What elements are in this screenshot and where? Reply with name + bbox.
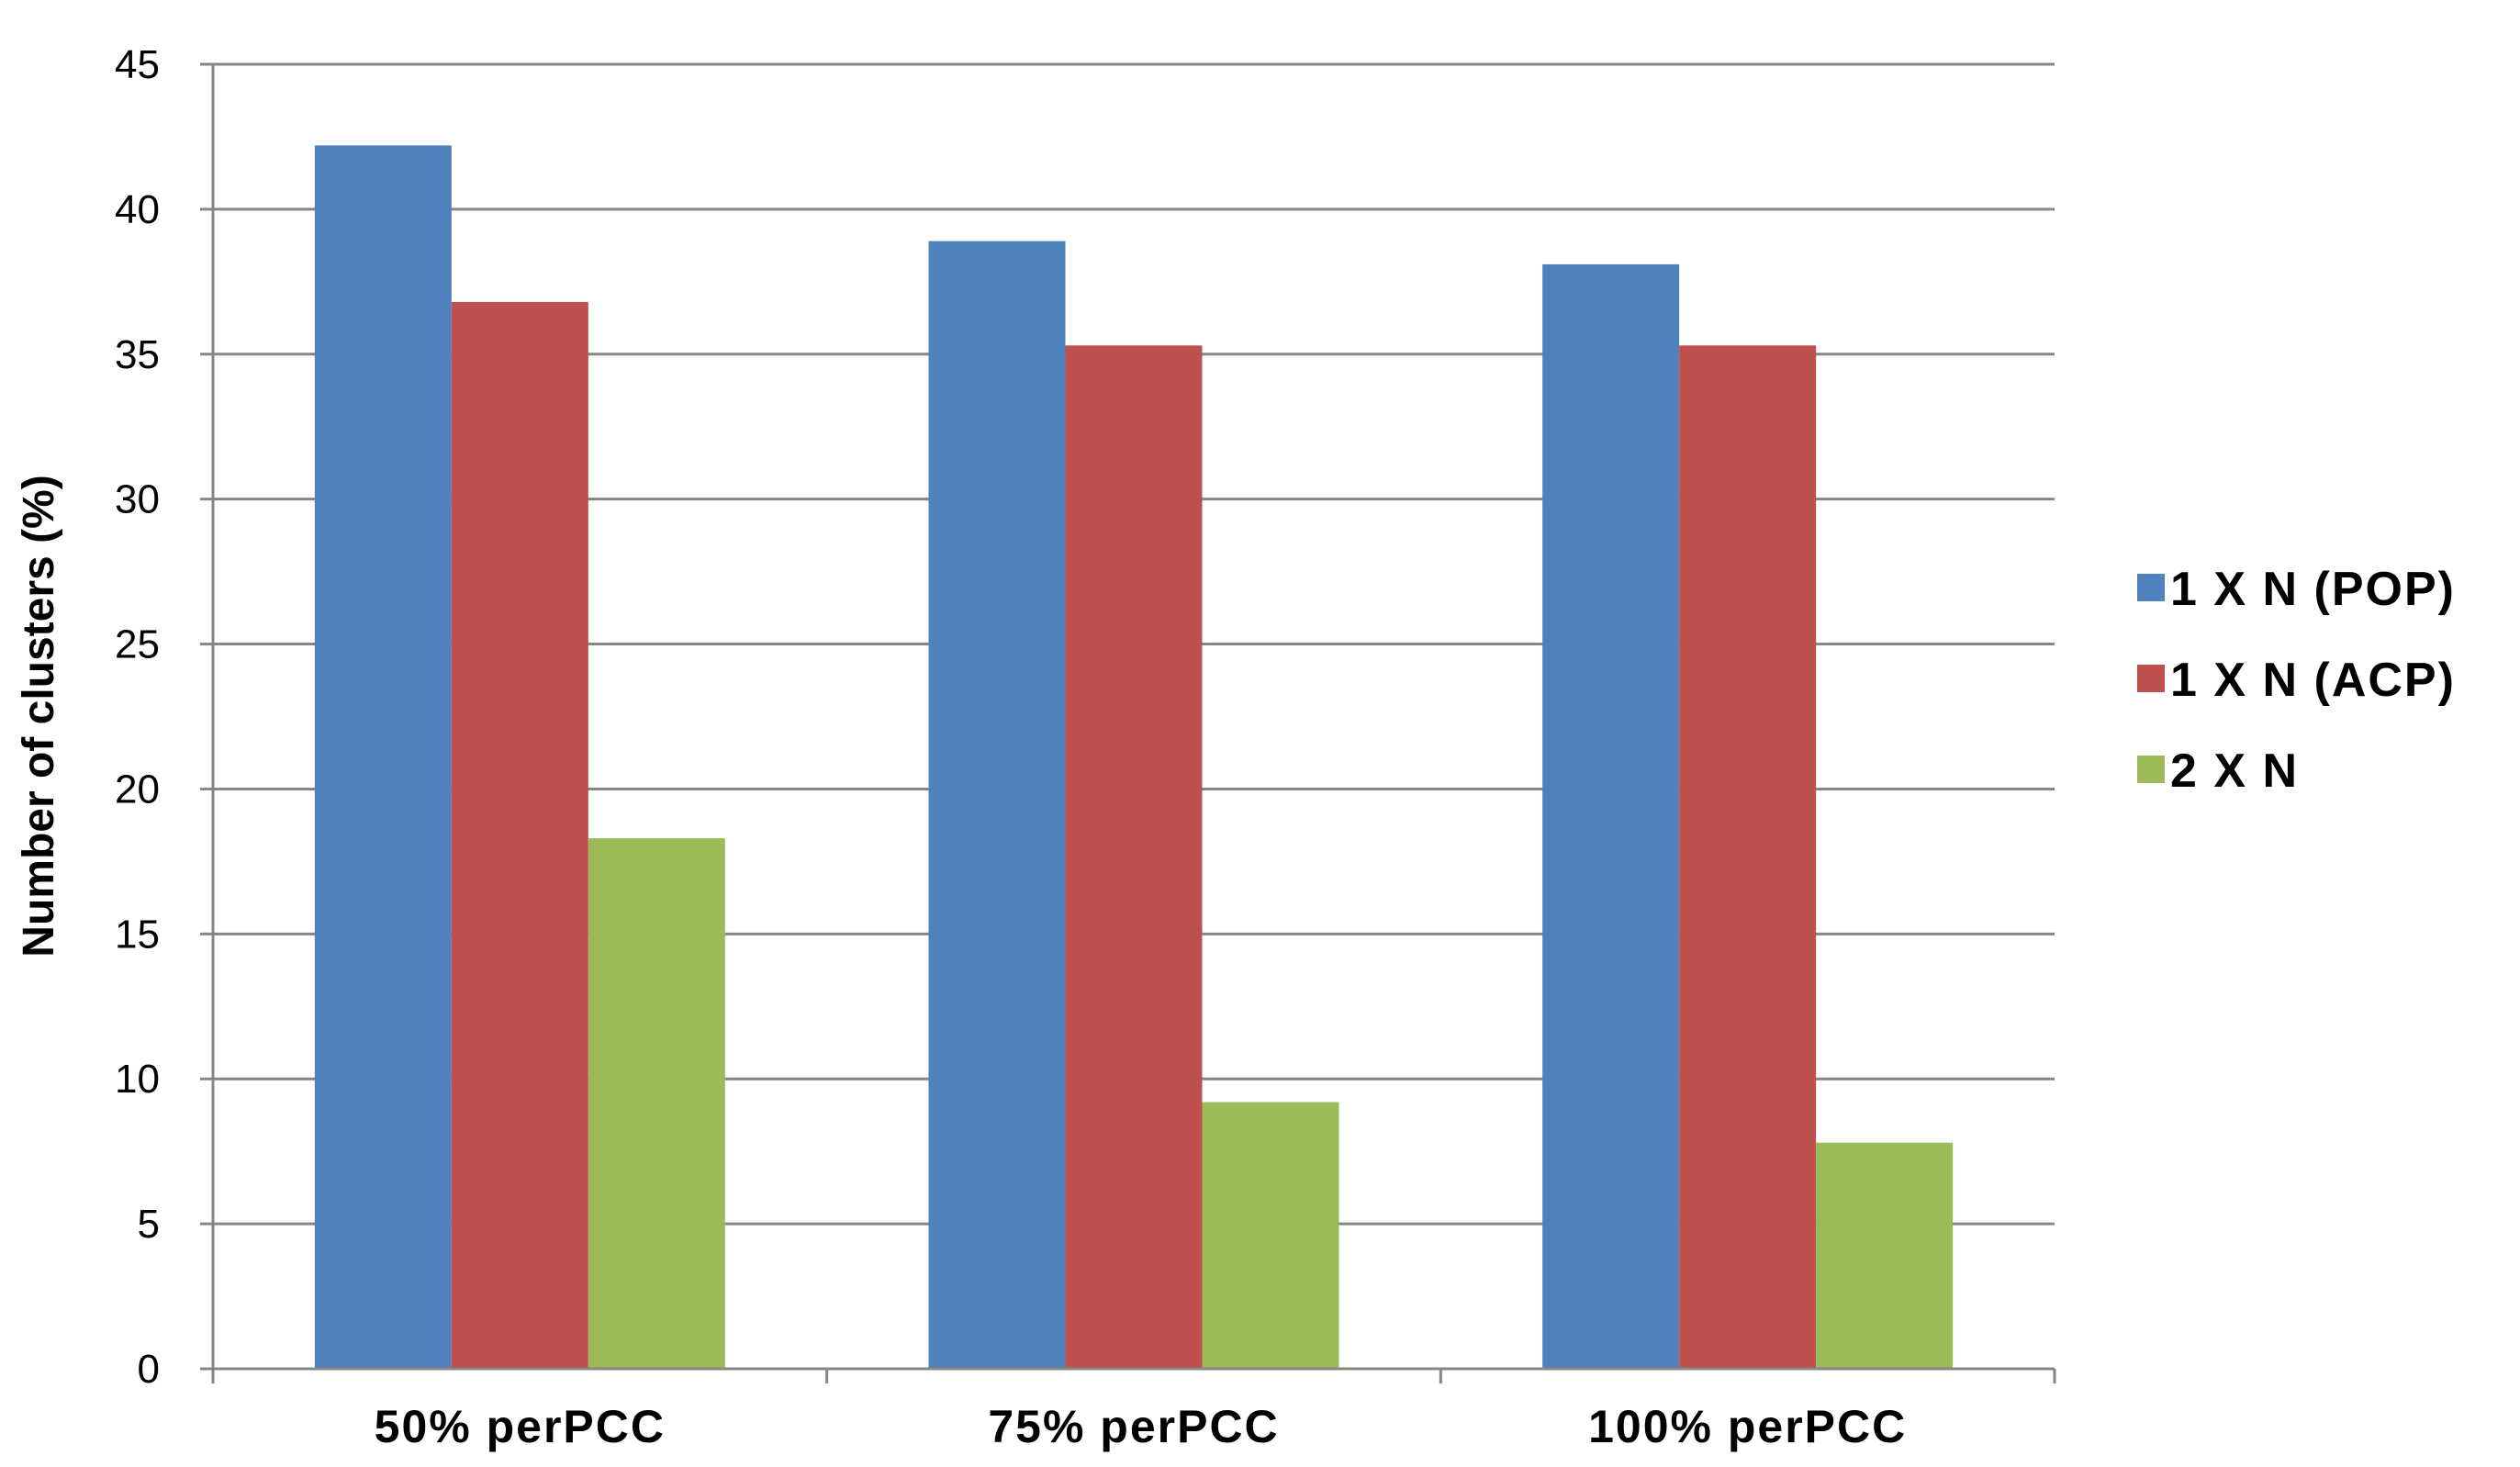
legend: 1 X N (POP) 1 X N (ACP) 2 X N [2137, 563, 2456, 798]
y-tick-label: 30 [115, 477, 160, 522]
y-tick-label: 20 [115, 767, 160, 812]
legend-label-2: 1 X N (ACP) [2170, 654, 2456, 707]
y-tick-label: 35 [115, 332, 160, 377]
y-axis-title: Number of clusters (%) [15, 475, 63, 957]
bar-2-3 [1679, 345, 1817, 1369]
bar-2-1 [451, 301, 588, 1370]
y-tick-label: 15 [115, 912, 160, 957]
bar-3-3 [1816, 1142, 1954, 1369]
bars [314, 145, 1954, 1370]
y-tick-label: 0 [138, 1347, 160, 1392]
y-tick-label: 10 [115, 1057, 160, 1102]
y-tick-label: 40 [115, 187, 160, 232]
legend-label-3: 2 X N [2170, 745, 2299, 798]
x-category-label: 75% perPCC [988, 1401, 1279, 1452]
legend-label-1: 1 X N (POP) [2170, 563, 2456, 616]
legend-swatch-3 [2137, 756, 2165, 783]
x-category-label: 50% perPCC [375, 1401, 666, 1452]
legend-swatch-2 [2137, 665, 2165, 692]
bar-3-1 [588, 838, 725, 1369]
y-tick-label: 25 [115, 622, 160, 667]
legend-swatch-1 [2137, 574, 2165, 601]
y-tick-label: 45 [115, 42, 160, 87]
y-tick-label: 5 [138, 1202, 160, 1247]
bar-2-2 [1065, 345, 1203, 1369]
tick-labels: 0 5 10 15 20 25 30 35 40 45 50% perPCC 75% perPCC 10… [115, 42, 1907, 1452]
axes [200, 62, 2056, 1383]
bar-3-2 [1202, 1102, 1339, 1369]
x-category-label: 100% perPCC [1588, 1401, 1907, 1452]
bar-1-1 [314, 145, 452, 1370]
bar-1-3 [1542, 263, 1680, 1369]
bar-1-2 [928, 241, 1066, 1369]
